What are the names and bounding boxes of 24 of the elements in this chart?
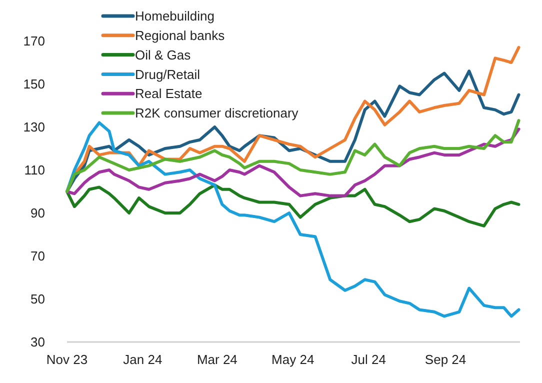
y-tick-label: 90 xyxy=(30,206,45,221)
x-tick-label: May 24 xyxy=(272,352,314,367)
line-series xyxy=(66,184,520,228)
y-tick-label: 70 xyxy=(30,248,45,264)
y-tick-label: 150 xyxy=(23,76,45,92)
legend-label: Real Estate xyxy=(135,86,202,102)
legend-label: Oil & Gas xyxy=(135,47,192,62)
x-tick-label: Sep 24 xyxy=(424,352,466,367)
line-series xyxy=(66,121,520,318)
line-series xyxy=(66,128,520,198)
y-tick-label: 110 xyxy=(24,162,45,178)
legend-label: Drug/Retail xyxy=(135,66,200,82)
y-tick-label: 130 xyxy=(23,120,45,135)
legend-label: R2K consumer discretionary xyxy=(135,106,299,121)
x-tick-label: Mar 24 xyxy=(196,352,238,367)
x-tick-label: Nov 23 xyxy=(46,352,88,367)
legend-label: Homebuilding xyxy=(135,8,214,24)
y-tick-label: 50 xyxy=(30,292,45,307)
line-series xyxy=(66,119,520,193)
legend-label: Regional banks xyxy=(135,28,226,43)
x-tick-label: Jul 24 xyxy=(351,352,386,367)
y-tick-label: 30 xyxy=(30,334,45,350)
y-tick-label: 170 xyxy=(23,34,45,49)
x-tick-label: Jan 24 xyxy=(123,352,162,367)
